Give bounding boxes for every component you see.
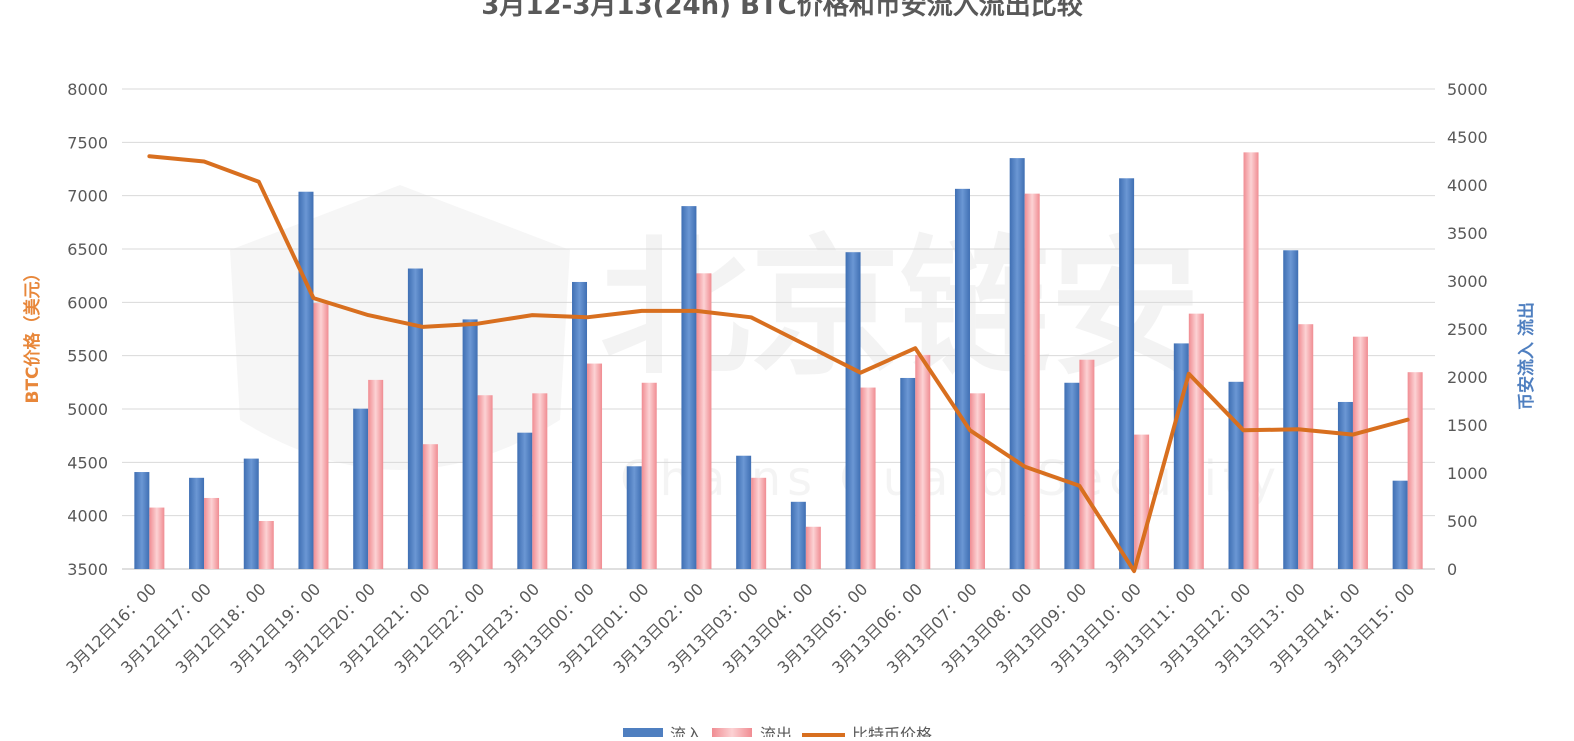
right-tick-label: 1000 bbox=[1447, 464, 1488, 483]
outflow-bar bbox=[969, 393, 985, 569]
left-tick-label: 4500 bbox=[67, 453, 108, 472]
inflow-bar bbox=[243, 458, 259, 569]
legend-swatch-outflow bbox=[712, 728, 752, 741]
outflow-bar bbox=[422, 444, 438, 569]
legend-label-price: 比特币价格 bbox=[852, 725, 932, 737]
outflow-bar bbox=[313, 303, 329, 569]
inflow-bar bbox=[517, 432, 533, 569]
left-tick-label: 4000 bbox=[67, 507, 108, 526]
outflow-bar bbox=[641, 382, 657, 569]
inflow-bar bbox=[1228, 381, 1244, 569]
inflow-bar bbox=[790, 501, 806, 569]
right-tick-label: 3500 bbox=[1447, 224, 1488, 243]
inflow-bar bbox=[1392, 480, 1408, 569]
inflow-bar bbox=[1009, 158, 1025, 569]
x-tick-label: 3月12日16：00 bbox=[62, 579, 160, 677]
left-tick-label: 5500 bbox=[67, 347, 108, 366]
left-axis-ticks: 3500 4000 4500 5000 5500 6000 6500 7000 7500 8000 bbox=[67, 80, 108, 579]
inflow-bar bbox=[462, 319, 478, 569]
right-axis-title: 币安流入 流出 bbox=[1516, 302, 1537, 410]
outflow-bar bbox=[696, 273, 712, 569]
outflow-bar bbox=[368, 379, 384, 569]
legend-swatch-inflow bbox=[623, 728, 663, 741]
left-tick-label: 6000 bbox=[67, 293, 108, 312]
inflow-bar bbox=[954, 188, 970, 569]
outflow-bar bbox=[1188, 313, 1204, 569]
inflow-bar bbox=[1283, 250, 1299, 569]
bars bbox=[134, 152, 1423, 570]
left-tick-label: 7500 bbox=[67, 133, 108, 152]
inflow-bar bbox=[572, 281, 588, 569]
x-axis-ticks: 3月12日16：003月12日17：003月12日18：003月12日19：00… bbox=[62, 579, 1418, 677]
outflow-bar bbox=[258, 521, 274, 569]
outflow-bar bbox=[860, 387, 876, 569]
inflow-bar bbox=[1119, 178, 1135, 569]
legend: 流入 流出 比特币价格 bbox=[623, 725, 932, 741]
inflow-bar bbox=[626, 466, 642, 569]
left-tick-label: 6500 bbox=[67, 240, 108, 259]
outflow-bar bbox=[1024, 193, 1040, 569]
right-tick-label: 2500 bbox=[1447, 320, 1488, 339]
outflow-bar bbox=[1407, 372, 1423, 569]
outflow-bar bbox=[1352, 336, 1368, 569]
outflow-bar bbox=[915, 354, 931, 569]
right-tick-label: 4500 bbox=[1447, 128, 1488, 147]
left-tick-label: 3500 bbox=[67, 560, 108, 579]
inflow-bar bbox=[845, 252, 861, 569]
left-tick-label: 7000 bbox=[67, 187, 108, 206]
inflow-bar bbox=[736, 455, 752, 569]
right-tick-label: 3000 bbox=[1447, 272, 1488, 291]
left-tick-label: 5000 bbox=[67, 400, 108, 419]
outflow-bar bbox=[587, 363, 603, 569]
right-tick-label: 500 bbox=[1447, 512, 1478, 531]
right-tick-label: 5000 bbox=[1447, 80, 1488, 99]
inflow-bar bbox=[298, 191, 314, 569]
right-tick-label: 4000 bbox=[1447, 176, 1488, 195]
outflow-bar bbox=[477, 395, 493, 569]
outflow-bar bbox=[204, 497, 220, 569]
chart-title: 3月12-3月13(24h) BTC价格和币安流入流出比较 bbox=[481, 0, 1082, 21]
right-axis-ticks: 0 500 1000 1500 2000 2500 3000 3500 4000 4500 5000 bbox=[1447, 80, 1488, 579]
right-tick-label: 2000 bbox=[1447, 368, 1488, 387]
left-axis-title: BTC价格（美元） bbox=[22, 264, 43, 403]
inflow-bar bbox=[1337, 401, 1353, 569]
outflow-bar bbox=[751, 477, 767, 569]
outflow-bar bbox=[1243, 152, 1259, 570]
inflow-bar bbox=[189, 477, 205, 569]
price-line bbox=[147, 154, 1410, 574]
legend-label-inflow: 流入 bbox=[670, 725, 702, 737]
legend-label-outflow: 流出 bbox=[760, 725, 792, 737]
inflow-bar bbox=[1173, 343, 1189, 569]
outflow-bar bbox=[1079, 359, 1095, 569]
grid bbox=[122, 88, 1435, 570]
right-tick-label: 0 bbox=[1447, 560, 1457, 579]
inflow-bar bbox=[681, 206, 697, 569]
inflow-bar bbox=[134, 472, 150, 569]
inflow-bar bbox=[1064, 382, 1080, 569]
left-tick-label: 8000 bbox=[67, 80, 108, 99]
inflow-bar bbox=[407, 268, 423, 569]
inflow-bar bbox=[900, 377, 916, 569]
right-tick-label: 1500 bbox=[1447, 416, 1488, 435]
inflow-bar bbox=[353, 408, 369, 569]
price-line-layer bbox=[147, 154, 1410, 574]
outflow-bar bbox=[1298, 324, 1314, 569]
outflow-bar bbox=[532, 393, 548, 569]
outflow-bar bbox=[149, 507, 165, 569]
outflow-bar bbox=[805, 526, 821, 569]
